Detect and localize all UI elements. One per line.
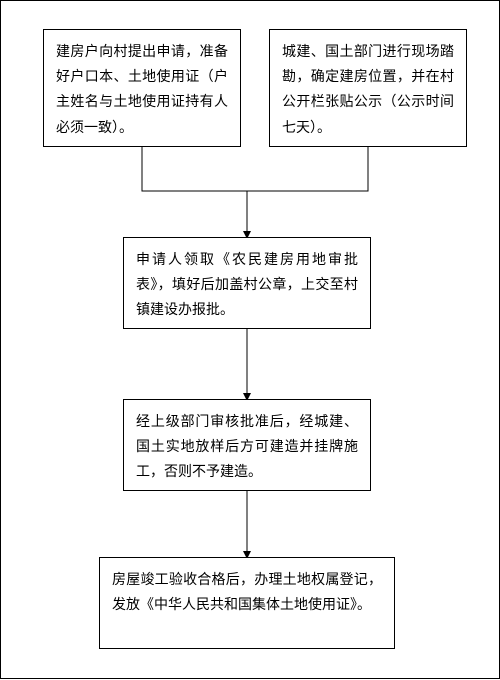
- flowchart-node-text: 经上级部门审核批准后，经城建、国土实地放样后方可建造并挂牌施工，否则不予建造。: [136, 415, 358, 480]
- flowchart-node-n4: 经上级部门审核批准后，经城建、国土实地放样后方可建造并挂牌施工，否则不予建造。: [123, 399, 371, 491]
- flowchart-node-n3: 申请人领取《农民建房用地审批表》，填好后加盖村公章，上交至村镇建设办报批。: [123, 237, 371, 329]
- flowchart-node-text: 申请人领取《农民建房用地审批表》，填好后加盖村公章，上交至村镇建设办报批。: [136, 253, 358, 318]
- flowchart-node-text: 建房户向村提出申请，准备好户口本、土地使用证（户主姓名与土地使用证持有人必须一致…: [56, 45, 228, 136]
- flowchart-node-n2: 城建、国土部门进行现场踏勘，确定建房位置，并在村公开栏张贴公示（公示时间七天）。: [269, 29, 467, 147]
- flowchart-edge-0: [142, 147, 247, 237]
- flowchart-edge-1: [247, 147, 368, 237]
- flowchart-node-text: 城建、国土部门进行现场踏勘，确定建房位置，并在村公开栏张贴公示（公示时间七天）。: [282, 45, 454, 136]
- flowchart-node-n5: 房屋竣工验收合格后，办理土地权属登记，发放《中华人民共和国集体土地使用证》。: [99, 557, 395, 649]
- flowchart-node-text: 房屋竣工验收合格后，办理土地权属登记，发放《中华人民共和国集体土地使用证》。: [112, 573, 382, 613]
- flowchart-node-n1: 建房户向村提出申请，准备好户口本、土地使用证（户主姓名与土地使用证持有人必须一致…: [43, 29, 241, 147]
- flowchart-canvas: 建房户向村提出申请，准备好户口本、土地使用证（户主姓名与土地使用证持有人必须一致…: [0, 0, 500, 679]
